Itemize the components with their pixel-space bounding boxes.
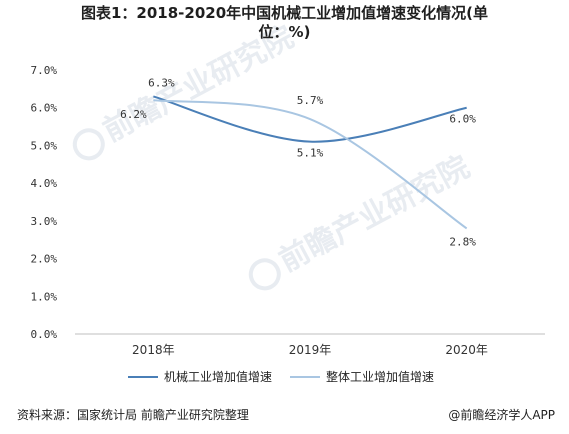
chart-title-line1: 图表1：2018-2020年中国机械工业增加值增速变化情况(单 [80, 4, 489, 22]
legend-item-series1: 机械工业增加值增速 [128, 368, 272, 385]
chart-title: 图表1：2018-2020年中国机械工业增加值增速变化情况(单 位：%) [0, 4, 569, 42]
y-axis: 0.0% 1.0% 2.0% 3.0% 4.0% 5.0% 6.0% 7.0% [31, 64, 58, 341]
data-label-series1: 6.3% [148, 76, 175, 89]
series-line-1 [153, 95, 467, 143]
y-tick-label: 2.0% [31, 253, 58, 266]
legend-swatch-series1 [128, 375, 158, 378]
y-tick-label: 4.0% [31, 177, 58, 190]
y-tick-label: 0.0% [31, 328, 58, 341]
legend: 机械工业增加值增速 整体工业增加值增速 [0, 368, 569, 386]
legend-label-series2: 整体工业增加值增速 [326, 370, 435, 384]
y-tick-label: 6.0% [31, 102, 58, 115]
x-tick-label: 2018年 [132, 343, 175, 357]
series-layer [153, 95, 468, 230]
data-label-series2: 6.2% [120, 108, 147, 121]
y-tick-label: 7.0% [31, 64, 58, 77]
legend-label-series1: 机械工业增加值增速 [164, 370, 273, 384]
data-label-series1: 6.0% [449, 113, 476, 126]
x-axis: 2018年 2019年 2020年 [75, 333, 545, 357]
y-tick-label: 1.0% [31, 290, 58, 303]
data-labels: 6.3% 5.1% 6.0% 6.2% 5.7% 2.8% [120, 76, 476, 248]
source-note: 资料来源：国家统计局 前瞻产业研究院整理 [17, 408, 249, 422]
data-label-series1: 5.1% [297, 147, 324, 160]
series-line-2 [153, 99, 468, 230]
x-tick-label: 2020年 [445, 343, 488, 357]
legend-item-series2: 整体工业增加值增速 [290, 368, 434, 385]
chart-title-line2: 位：%) [258, 23, 311, 41]
legend-swatch-series2 [290, 375, 320, 378]
data-label-series2: 5.7% [297, 94, 324, 107]
y-tick-label: 5.0% [31, 139, 58, 152]
x-tick-label: 2019年 [289, 343, 332, 357]
brand-credit: @前瞻经济学人APP [448, 408, 555, 422]
y-tick-label: 3.0% [31, 215, 58, 228]
data-label-series2: 2.8% [449, 235, 476, 248]
